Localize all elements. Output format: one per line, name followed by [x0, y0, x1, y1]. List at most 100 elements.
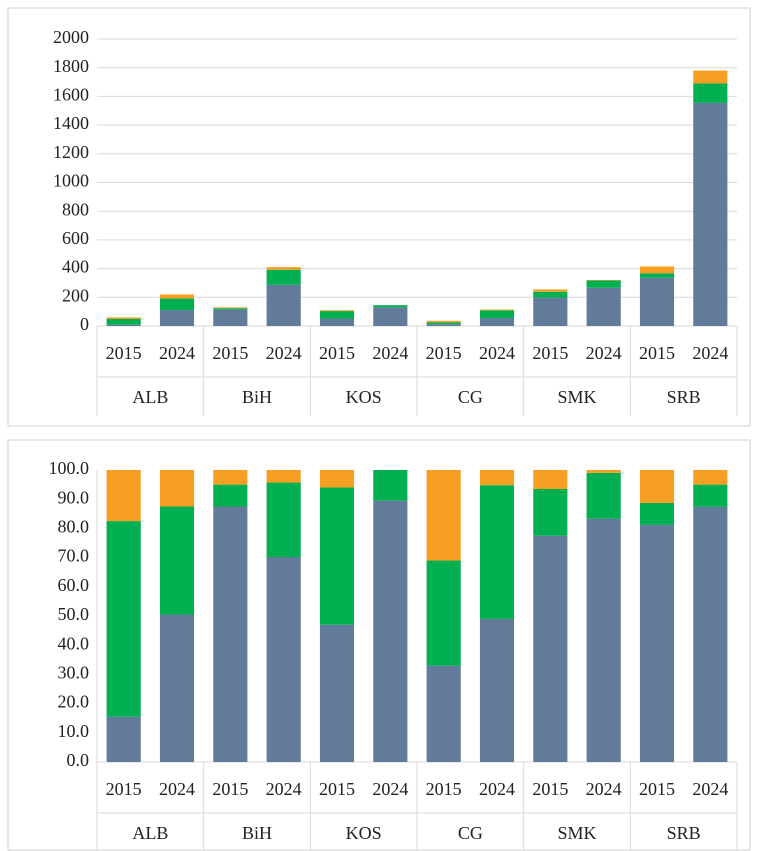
- bar-segment: [533, 488, 568, 536]
- bar-segment: [693, 506, 728, 762]
- bar-segment: [106, 324, 141, 326]
- group-label: BiH: [242, 823, 272, 843]
- y-tick-label: 0.0: [67, 750, 90, 770]
- bar-segment: [159, 294, 195, 299]
- bar-segment: [106, 470, 141, 522]
- bar-segment: [693, 102, 728, 326]
- bar-segment: [639, 502, 675, 525]
- y-tick-label: 1400: [53, 113, 89, 133]
- bar-segment: [213, 506, 248, 762]
- bar-segment: [319, 310, 355, 312]
- x-tick-label: 2024: [266, 779, 302, 799]
- bar-segment: [533, 291, 568, 298]
- bar-segment: [213, 484, 248, 507]
- bar-segment: [159, 310, 195, 326]
- bar-segment: [426, 324, 461, 326]
- x-tick-label: 2015: [319, 779, 355, 799]
- bar-segment: [213, 309, 248, 326]
- bar-segment: [639, 524, 675, 762]
- group-label: KOS: [346, 387, 382, 407]
- y-tick-label: 60.0: [58, 575, 90, 595]
- x-tick-label: 2015: [532, 779, 568, 799]
- group-label: SRB: [667, 823, 701, 843]
- bar-segment: [693, 70, 728, 84]
- group-label: SMK: [557, 823, 596, 843]
- bar-segment: [639, 273, 675, 278]
- bar-segment: [426, 322, 461, 325]
- x-tick-label: 2015: [212, 779, 248, 799]
- y-tick-label: 70.0: [58, 546, 90, 566]
- bar-segment: [266, 482, 301, 558]
- bar-segment: [159, 506, 195, 615]
- x-tick-label: 2015: [426, 343, 462, 363]
- bar-segment: [426, 470, 461, 561]
- bar-segment: [693, 484, 728, 507]
- y-tick-label: 80.0: [58, 517, 90, 537]
- x-tick-label: 2015: [639, 779, 675, 799]
- bar-segment: [373, 305, 408, 308]
- bar-segment: [319, 470, 355, 488]
- bar-segment: [586, 472, 621, 519]
- bar-segment: [426, 560, 461, 666]
- bar-segment: [586, 287, 621, 326]
- x-tick-label: 2015: [106, 343, 142, 363]
- x-tick-label: 2015: [639, 343, 675, 363]
- group-label: KOS: [346, 823, 382, 843]
- bar-segment: [266, 557, 301, 762]
- bar-segment: [639, 470, 675, 503]
- bar-segment: [266, 267, 301, 270]
- bar-segment: [319, 318, 355, 326]
- bar-segment: [373, 500, 408, 762]
- y-tick-label: 40.0: [58, 633, 90, 653]
- x-tick-label: 2024: [372, 343, 408, 363]
- x-tick-label: 2015: [106, 779, 142, 799]
- group-label: CG: [458, 387, 483, 407]
- bar-segment: [106, 716, 141, 762]
- bar-segment: [533, 535, 568, 762]
- bar-segment: [373, 307, 408, 326]
- bar-segment: [319, 487, 355, 625]
- x-tick-label: 2024: [586, 343, 622, 363]
- group-label: ALB: [132, 387, 168, 407]
- bar-segment: [693, 83, 728, 103]
- bar-segment: [426, 665, 461, 762]
- y-tick-label: 30.0: [58, 663, 90, 683]
- bar-segment: [266, 284, 301, 326]
- bar-segment: [479, 310, 515, 318]
- bar-segment: [266, 269, 301, 285]
- bar-segment: [586, 280, 621, 288]
- bar-segment: [479, 317, 515, 326]
- x-tick-label: 2024: [479, 343, 515, 363]
- bar-segment: [159, 298, 195, 311]
- bar-segment: [319, 624, 355, 762]
- x-tick-label: 2015: [319, 343, 355, 363]
- x-tick-label: 2024: [159, 779, 195, 799]
- bar-segment: [213, 307, 248, 309]
- bar-segment: [213, 308, 248, 310]
- bar-segment: [159, 614, 195, 762]
- bar-segment: [479, 618, 515, 762]
- group-label: BiH: [242, 387, 272, 407]
- y-tick-label: 20.0: [58, 692, 90, 712]
- bar-segment: [479, 485, 515, 619]
- y-tick-label: 2000: [53, 27, 89, 47]
- bar-segment: [586, 518, 621, 762]
- bar-segment: [106, 317, 141, 319]
- bar-segment: [426, 320, 461, 323]
- y-tick-label: 800: [62, 199, 89, 219]
- group-label: SMK: [557, 387, 596, 407]
- y-tick-label: 50.0: [58, 604, 90, 624]
- bar-segment: [106, 318, 141, 325]
- y-tick-label: 1800: [53, 56, 89, 76]
- chart-frame: [7, 7, 751, 427]
- bar-segment: [319, 311, 355, 319]
- bar-segment: [533, 289, 568, 292]
- bar-segment: [373, 470, 408, 501]
- bar-segment: [479, 309, 515, 311]
- bar-segment: [639, 266, 675, 274]
- bar-segment: [266, 470, 301, 483]
- x-tick-label: 2015: [212, 343, 248, 363]
- y-tick-label: 90.0: [58, 487, 90, 507]
- chart-frame: [7, 439, 751, 851]
